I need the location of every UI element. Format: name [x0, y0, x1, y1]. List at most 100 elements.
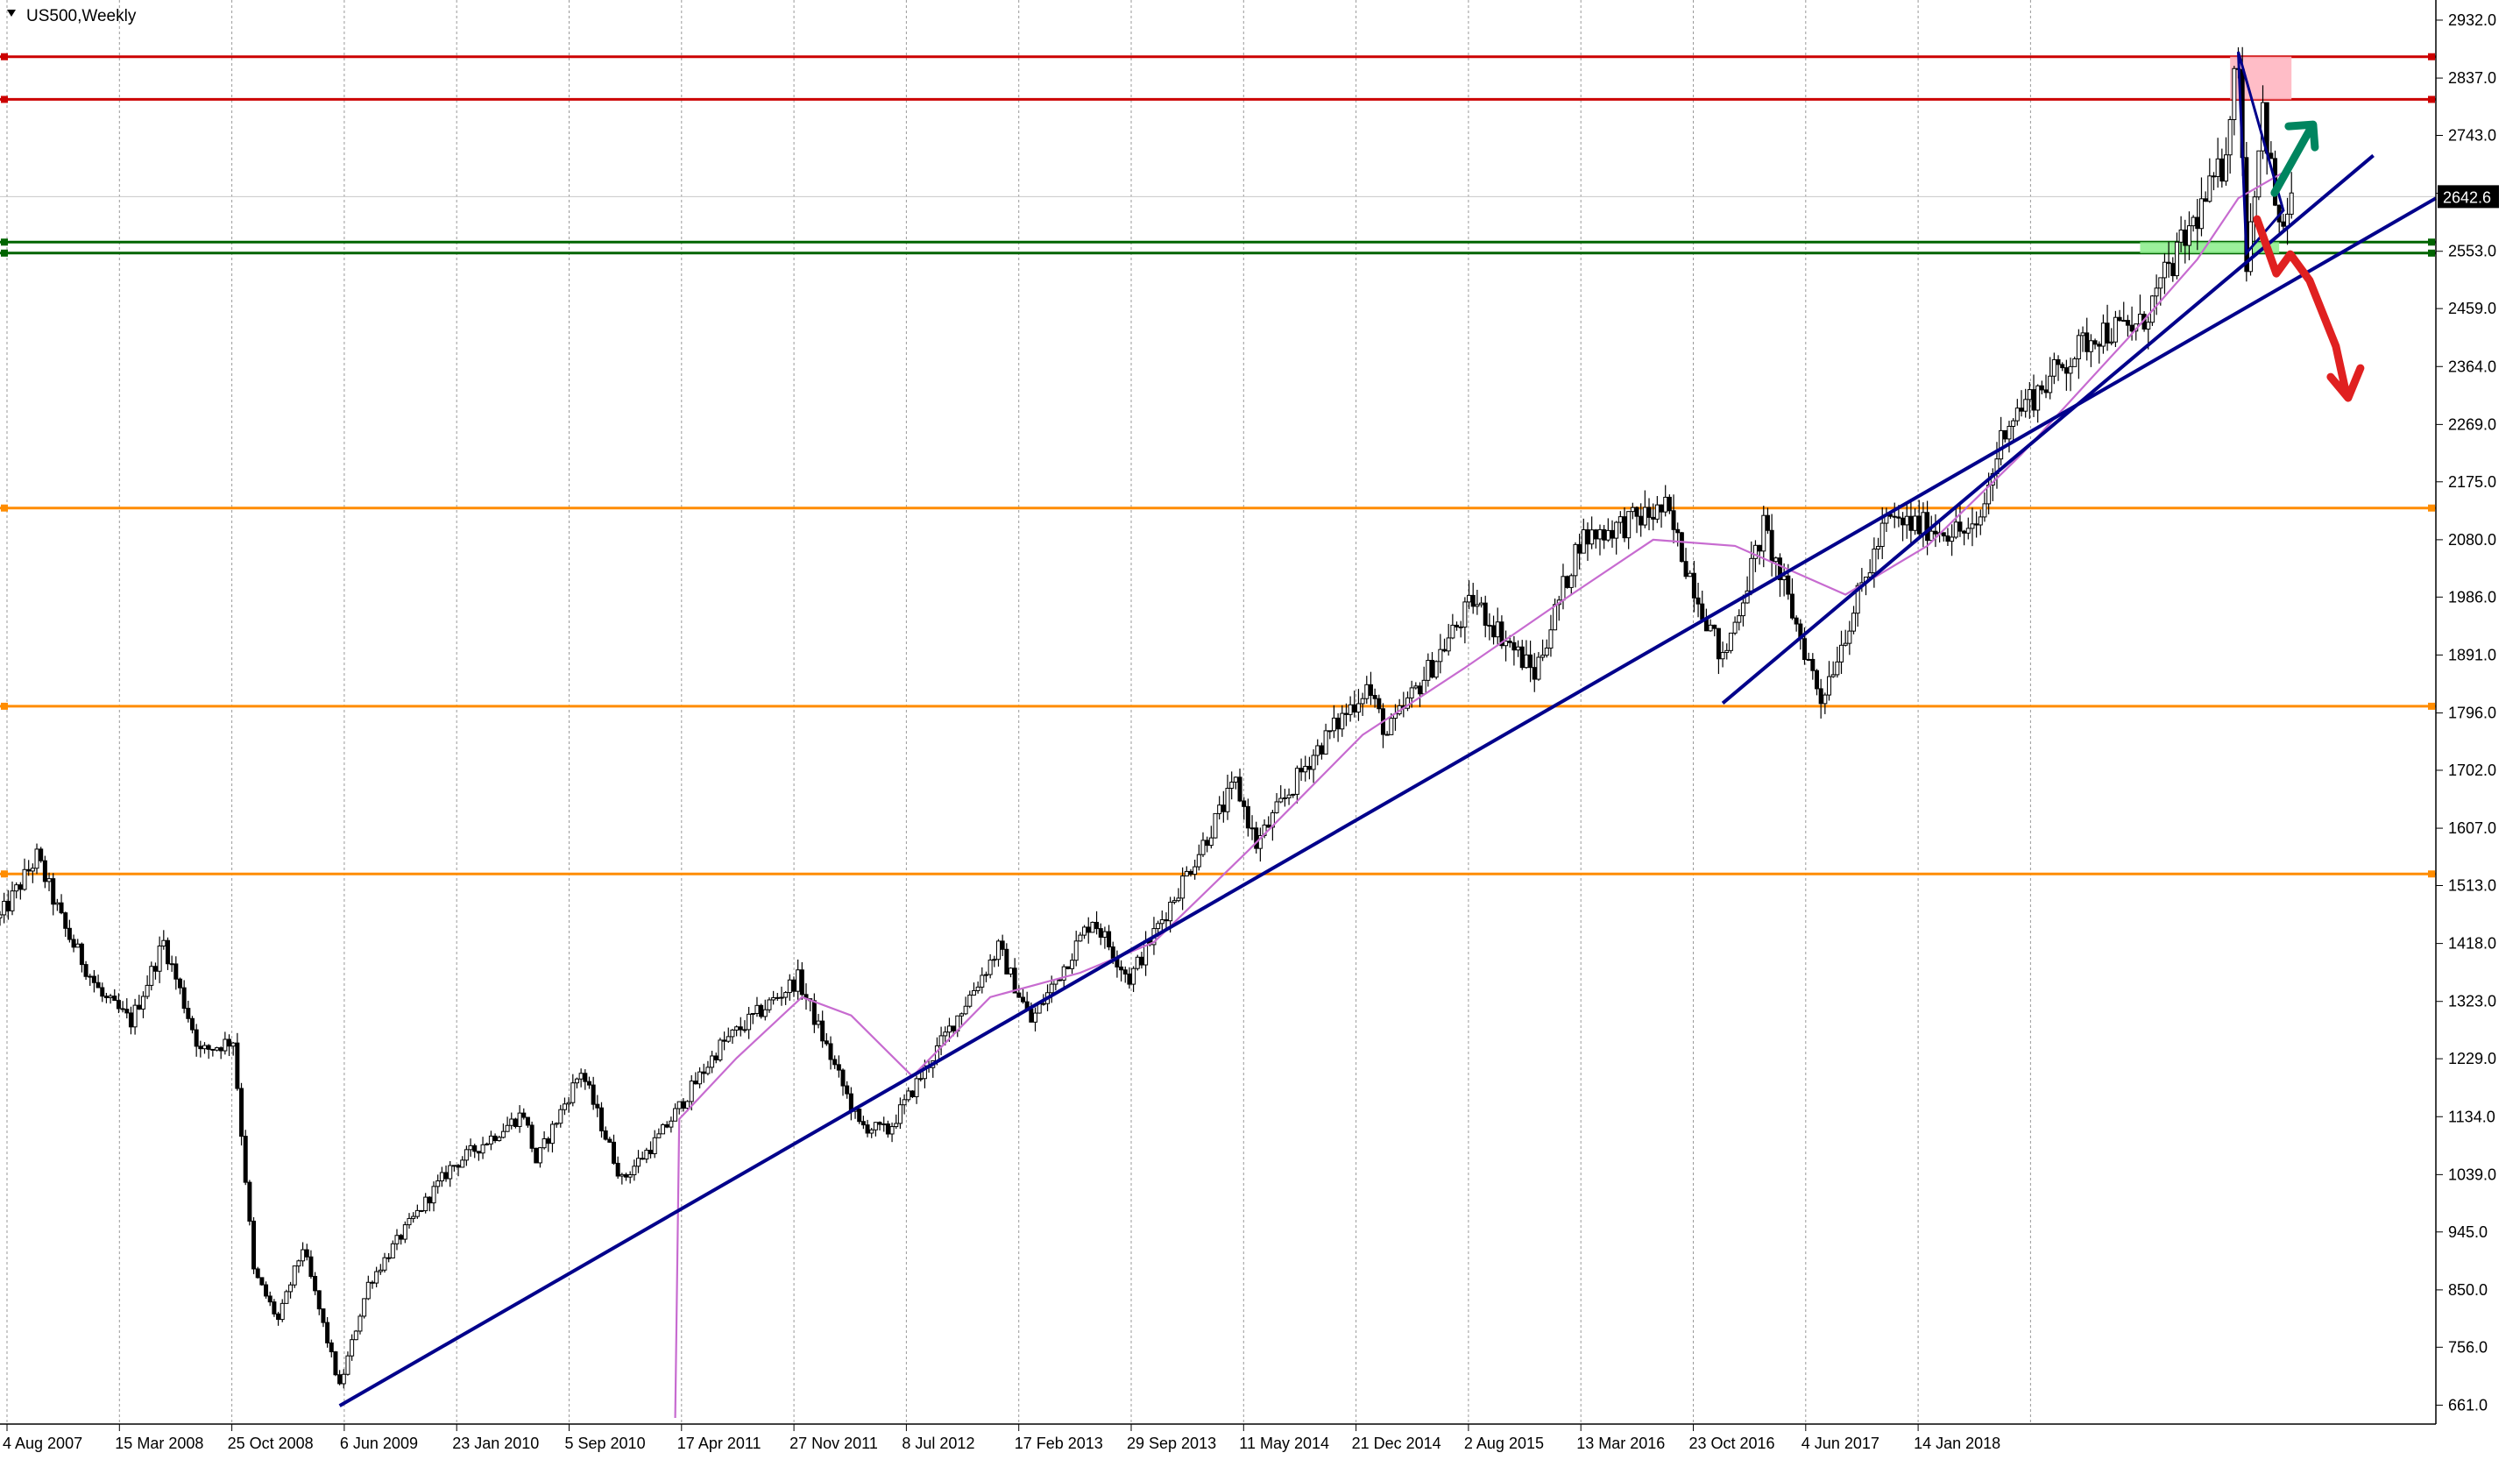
- candle-body: [558, 1109, 563, 1124]
- candle-body: [173, 963, 179, 980]
- candle-body: [1945, 535, 1950, 542]
- candle-body: [1193, 866, 1198, 875]
- candle-body: [2125, 320, 2130, 326]
- candle-body: [1331, 717, 1336, 732]
- horizontal-levels[interactable]: [0, 53, 2436, 878]
- candle-body: [1172, 900, 1177, 904]
- candle-body: [2100, 322, 2106, 347]
- candle-body: [34, 848, 39, 869]
- candle-body: [18, 884, 23, 890]
- candle-body: [1377, 698, 1382, 710]
- candle-body: [1700, 603, 1705, 620]
- candle-body: [705, 1067, 711, 1074]
- candle-body: [1491, 625, 1497, 638]
- candle-body: [2076, 335, 2081, 359]
- candle-body: [644, 1150, 649, 1160]
- candle-body: [365, 1281, 371, 1300]
- candle-body: [1433, 661, 1439, 678]
- candle-body: [1323, 730, 1328, 755]
- candle-body: [1654, 504, 1660, 520]
- candle-body: [1659, 504, 1664, 513]
- arrow-down-shaft[interactable]: [2253, 215, 2351, 399]
- candle-body: [1843, 642, 1848, 646]
- candle-body: [1593, 529, 1598, 540]
- candle-body: [566, 1102, 571, 1105]
- candle-body: [554, 1123, 559, 1125]
- candle-body: [1933, 530, 1938, 535]
- candle-body: [1274, 801, 1279, 813]
- candle-body: [505, 1124, 510, 1132]
- y-tick-label: 1986.0: [2448, 588, 2496, 606]
- candle-body: [218, 1047, 223, 1052]
- candle-body: [1716, 627, 1721, 660]
- current-price-label: 2642.6: [2443, 188, 2491, 206]
- y-tick-label: 756.0: [2448, 1338, 2488, 1356]
- candle-body: [1213, 812, 1218, 839]
- candle-body: [1532, 667, 1537, 680]
- candle-body: [2097, 344, 2102, 347]
- arrows[interactable]: [2253, 120, 2365, 402]
- candle-body: [1384, 734, 1390, 736]
- candle-body: [1589, 529, 1595, 545]
- candle-body: [943, 1031, 948, 1037]
- trend-line[interactable]: [338, 196, 2437, 1407]
- candle-body: [1818, 688, 1823, 705]
- candle-body: [869, 1129, 874, 1134]
- candle-body: [2023, 399, 2028, 412]
- candle-body: [1372, 695, 1377, 699]
- candle-body: [1237, 776, 1242, 802]
- y-tick-label: 1229.0: [2448, 1050, 2496, 1067]
- candle-body: [648, 1150, 654, 1155]
- candle-body: [2080, 332, 2085, 337]
- x-tick-label: 23 Jan 2010: [452, 1435, 539, 1452]
- candle-body: [152, 966, 158, 972]
- symbol-menu-icon[interactable]: [7, 10, 16, 17]
- candle-body: [140, 996, 145, 1010]
- candle-body: [730, 1029, 735, 1038]
- candle-body: [2060, 364, 2065, 369]
- candle-body: [975, 986, 980, 991]
- candle-body: [1830, 674, 1836, 677]
- candle-body: [661, 1123, 666, 1135]
- candle-body: [230, 1042, 236, 1047]
- candle-body: [329, 1342, 334, 1353]
- candle-body: [1364, 684, 1370, 699]
- candle-body: [0, 914, 3, 918]
- candle-body: [2019, 408, 2024, 412]
- x-tick-label: 11 May 2014: [1239, 1435, 1329, 1452]
- x-tick-label: 27 Nov 2011: [789, 1435, 878, 1452]
- arrow-up-shaft[interactable]: [2270, 123, 2316, 197]
- candle-body: [1925, 512, 1930, 542]
- candle-body: [63, 912, 68, 929]
- candle-body: [1159, 919, 1164, 925]
- candle-body: [983, 974, 988, 976]
- y-tick-label: 1134.0: [2448, 1108, 2495, 1125]
- candle-body: [1683, 561, 1688, 578]
- candle-body: [2088, 340, 2093, 352]
- candle-body: [272, 1301, 277, 1315]
- candle-body: [189, 1017, 195, 1031]
- candle-body: [1335, 717, 1341, 730]
- candle-body: [1176, 897, 1181, 902]
- candle-body: [464, 1149, 469, 1161]
- x-tick-label: 15 Mar 2008: [115, 1435, 203, 1452]
- candle-body: [435, 1180, 441, 1187]
- candle-body: [2219, 158, 2225, 182]
- candle-body: [128, 1012, 133, 1028]
- candle-body: [485, 1143, 490, 1145]
- candle-body: [2129, 324, 2134, 332]
- candle-body: [1929, 530, 1934, 542]
- candle-body: [1740, 602, 1745, 617]
- candle-body: [971, 989, 976, 996]
- candle-body: [1810, 658, 1816, 671]
- y-tick-label: 2364.0: [2448, 358, 2496, 375]
- candle-body: [1581, 529, 1586, 554]
- candle-body: [910, 1090, 915, 1097]
- candle-body: [500, 1130, 506, 1138]
- candle-body: [243, 1136, 248, 1183]
- candle-body: [922, 1065, 927, 1080]
- candle-body: [2048, 375, 2053, 393]
- candle-body: [574, 1078, 579, 1084]
